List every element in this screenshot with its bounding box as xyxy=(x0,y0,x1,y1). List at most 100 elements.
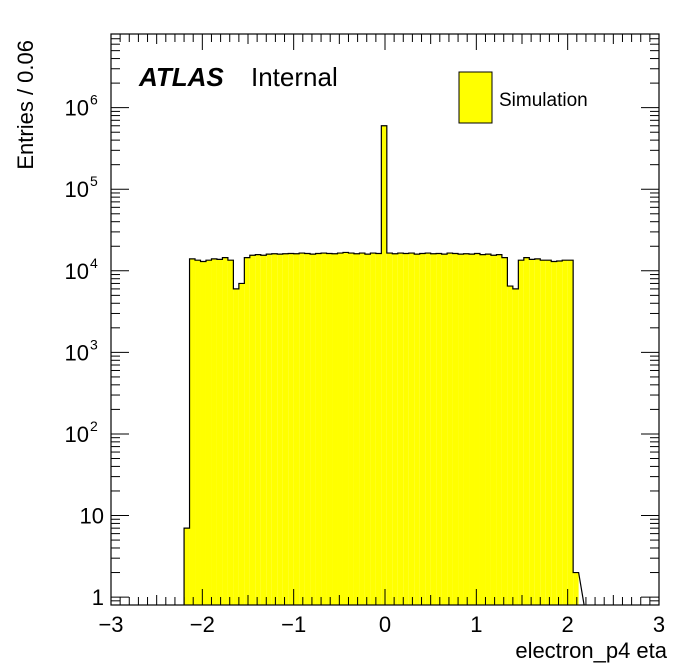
y-tick-label: 10 xyxy=(80,504,104,529)
histogram-bin xyxy=(244,257,250,605)
histogram-bin xyxy=(353,253,360,606)
histogram-bin xyxy=(227,260,234,605)
histogram-bin xyxy=(348,253,354,605)
histogram-bin xyxy=(216,259,223,605)
histogram-bin xyxy=(233,288,239,605)
histogram-outline xyxy=(183,125,585,606)
histogram-bin xyxy=(551,261,557,605)
histogram-bin xyxy=(222,257,228,605)
histogram-bin xyxy=(299,253,305,605)
y-axis-title: Entries / 0.06 xyxy=(13,40,38,170)
histogram-bin xyxy=(523,257,530,605)
x-tick-labels: −3 −2 −1 0 1 2 3 xyxy=(98,612,665,637)
histogram-bin xyxy=(419,253,426,606)
histogram-bin xyxy=(512,288,519,605)
x-tick-label: −3 xyxy=(98,612,123,637)
histogram-bin xyxy=(304,253,311,606)
histogram-bin xyxy=(195,260,201,605)
histogram-bin xyxy=(408,253,415,605)
histogram-bin xyxy=(562,260,568,605)
histogram-bin xyxy=(474,253,480,606)
y-tick-exponent: 2 xyxy=(90,418,98,434)
histogram-bin xyxy=(573,572,579,605)
histogram-bin xyxy=(496,254,502,605)
histogram-bin xyxy=(249,255,256,605)
y-tick-label: 10 2 xyxy=(65,418,98,447)
x-tick-label: 2 xyxy=(562,612,574,637)
y-tick-label: 10 3 xyxy=(65,336,98,365)
histogram-bin xyxy=(332,253,338,606)
legend-label: Simulation xyxy=(499,90,588,111)
plot-frame xyxy=(110,33,660,606)
histogram-bin xyxy=(507,286,513,605)
histogram-bin xyxy=(200,261,206,605)
histogram-bin xyxy=(282,253,289,606)
histogram-bin xyxy=(266,254,272,605)
y-tick-exponent: 6 xyxy=(90,92,98,108)
histogram-bin xyxy=(463,253,470,606)
histogram-bin xyxy=(315,253,322,606)
histogram-bin xyxy=(540,260,546,605)
histogram-bin xyxy=(260,255,267,605)
y-tick-exponent: 3 xyxy=(90,336,98,352)
histogram-bin xyxy=(441,254,448,605)
histogram-bin xyxy=(342,252,349,605)
y-tick-label: 10 4 xyxy=(65,255,98,284)
histogram-bin xyxy=(359,253,365,605)
histogram-bin xyxy=(288,253,294,606)
atlas-label: ATLAS xyxy=(138,62,224,92)
x-axis-title: electron_p4 eta xyxy=(515,638,667,663)
histogram-bin xyxy=(277,254,283,605)
histogram-bin xyxy=(189,258,196,605)
y-tick-base: 10 xyxy=(65,259,89,284)
histogram-bin xyxy=(321,253,327,605)
internal-label: Internal xyxy=(251,62,338,92)
histogram-bin xyxy=(479,254,486,605)
histogram-bin xyxy=(414,254,420,605)
histogram-bin xyxy=(211,258,217,605)
x-tick-label: −1 xyxy=(281,612,306,637)
histogram-bin xyxy=(469,254,475,605)
histogram-bin xyxy=(386,253,393,605)
y-tick-base: 10 xyxy=(65,422,89,447)
histogram-bin xyxy=(430,253,437,606)
histogram-bin xyxy=(556,260,563,605)
histogram-bin xyxy=(458,254,464,605)
histogram-bin xyxy=(310,254,316,605)
histogram-bin xyxy=(529,259,535,605)
y-tick-base: 1 xyxy=(92,585,104,610)
histogram-bin xyxy=(534,258,541,605)
histogram-bin xyxy=(436,253,442,606)
histogram-bin xyxy=(518,260,524,605)
y-tick-label: 1 xyxy=(92,585,104,610)
histogram-bin xyxy=(403,253,409,606)
histogram-bin xyxy=(452,253,459,606)
x-tick-label: 0 xyxy=(379,612,391,637)
histogram-bin xyxy=(205,260,212,605)
histogram-bin xyxy=(425,253,431,605)
histogram-bin xyxy=(375,253,382,606)
y-tick-exponent: 5 xyxy=(90,173,98,189)
y-tick-base: 10 xyxy=(65,177,89,202)
histogram-bin xyxy=(485,254,491,605)
histogram-bin xyxy=(381,125,387,605)
histogram-bin xyxy=(370,253,376,605)
y-tick-base: 10 xyxy=(65,96,89,121)
histogram-bin xyxy=(490,255,497,605)
y-tick-label: 10 6 xyxy=(65,92,98,121)
histogram-bin xyxy=(447,253,453,605)
histogram-bin xyxy=(545,260,552,605)
histogram-bars xyxy=(183,125,585,606)
x-tick-label: 1 xyxy=(470,612,482,637)
histogram-bin xyxy=(238,283,245,605)
y-tick-base: 10 xyxy=(65,340,89,365)
y-tick-base: 10 xyxy=(80,504,104,529)
histogram-bin xyxy=(271,253,278,606)
x-tick-label: 3 xyxy=(653,612,665,637)
histogram-bin xyxy=(501,257,508,605)
y-tick-label: 10 5 xyxy=(65,173,98,202)
histogram-bin xyxy=(392,253,398,606)
histogram-bin xyxy=(293,253,300,606)
